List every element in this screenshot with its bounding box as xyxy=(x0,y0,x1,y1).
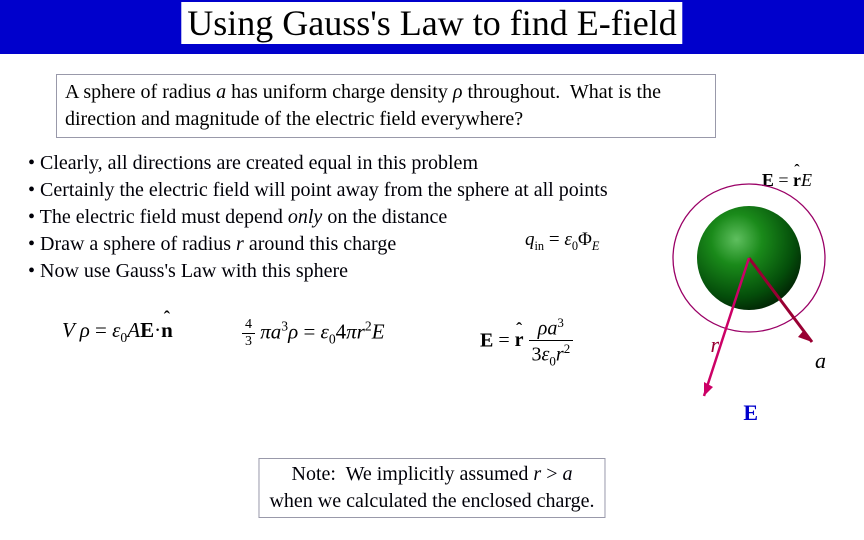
bullet-item: • Draw a sphere of radius r around this … xyxy=(28,231,608,258)
note-line: Note: We implicitly assumed r > a xyxy=(269,461,594,488)
problem-statement-box: A sphere of radius a has uniform charge … xyxy=(56,74,716,138)
note-line: when we calculated the enclosed charge. xyxy=(269,488,594,515)
equation-vrho: V ρ = ε0AE·n xyxy=(62,318,173,346)
problem-text: A sphere of radius a has uniform charge … xyxy=(65,81,661,130)
label-field-E: E xyxy=(743,400,758,426)
label-radius-a: a xyxy=(815,348,826,374)
label-radius-r: r xyxy=(710,332,719,358)
bullet-item: • The electric field must depend only on… xyxy=(28,204,608,231)
bullet-item: • Now use Gauss's Law with this sphere xyxy=(28,258,608,285)
title-bar: Using Gauss's Law to find E-field xyxy=(0,0,864,54)
equation-result: E = r ρa33ε0r2 xyxy=(480,316,573,367)
slide-title: Using Gauss's Law to find E-field xyxy=(181,2,682,44)
note-box: Note: We implicitly assumed r > a when w… xyxy=(258,458,605,518)
equation-gauss-flux: qin = ε0ΦE xyxy=(525,229,599,254)
bullet-item: • Clearly, all directions are created eq… xyxy=(28,150,608,177)
equation-expanded: 43 πa3ρ = ε04πr2E xyxy=(242,318,385,349)
bullet-item: • Certainly the electric field will poin… xyxy=(28,177,608,204)
bullet-list: • Clearly, all directions are created eq… xyxy=(28,150,608,285)
